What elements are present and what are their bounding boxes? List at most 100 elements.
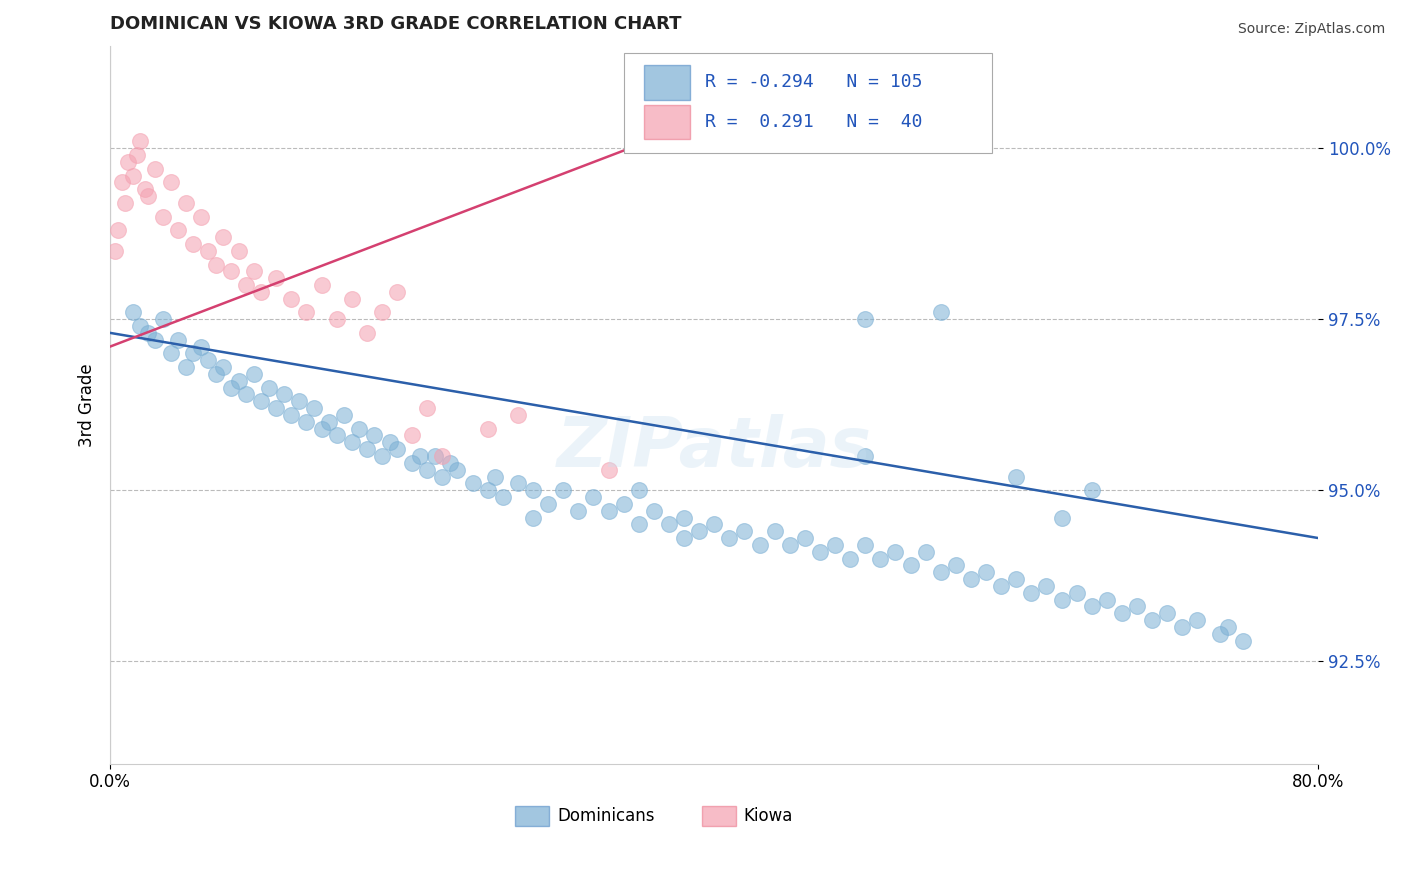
Point — [197, 353, 219, 368]
Point — [461, 476, 484, 491]
Point — [929, 305, 952, 319]
Point — [598, 504, 620, 518]
Point — [129, 319, 152, 334]
Point — [363, 428, 385, 442]
Point — [522, 483, 544, 498]
Point — [121, 169, 143, 183]
Point — [506, 476, 529, 491]
Point — [127, 148, 149, 162]
Text: Dominicans: Dominicans — [557, 807, 655, 825]
Point — [159, 346, 181, 360]
Point — [553, 483, 575, 498]
Point — [311, 278, 333, 293]
Point — [1035, 579, 1057, 593]
Text: Source: ZipAtlas.com: Source: ZipAtlas.com — [1237, 22, 1385, 37]
Point — [378, 435, 401, 450]
Point — [288, 394, 311, 409]
Point — [181, 237, 204, 252]
Point — [371, 449, 394, 463]
Point — [212, 360, 235, 375]
Point — [295, 305, 318, 319]
Bar — [515, 806, 548, 826]
Point — [295, 415, 318, 429]
Text: R = -0.294   N = 105: R = -0.294 N = 105 — [704, 73, 922, 91]
Point — [446, 463, 468, 477]
Point — [627, 517, 650, 532]
Point — [1140, 613, 1163, 627]
FancyBboxPatch shape — [624, 53, 993, 153]
Point — [340, 292, 363, 306]
Point — [627, 483, 650, 498]
Point — [273, 387, 295, 401]
Point — [111, 176, 134, 190]
Point — [900, 558, 922, 573]
Point — [477, 422, 499, 436]
Point — [990, 579, 1012, 593]
Point — [280, 408, 302, 422]
Text: Kiowa: Kiowa — [744, 807, 793, 825]
Point — [356, 442, 378, 457]
Point — [197, 244, 219, 258]
Point — [129, 135, 152, 149]
Point — [506, 408, 529, 422]
Point — [1066, 586, 1088, 600]
Point — [839, 551, 862, 566]
Point — [537, 497, 560, 511]
Point — [401, 456, 423, 470]
Point — [793, 531, 815, 545]
Point — [432, 449, 454, 463]
Point — [167, 223, 190, 237]
Point — [152, 210, 174, 224]
Point — [423, 449, 446, 463]
Point — [733, 524, 755, 539]
Point — [121, 305, 143, 319]
Point — [181, 346, 204, 360]
Point — [311, 422, 333, 436]
Point — [1187, 613, 1209, 627]
Point — [145, 333, 167, 347]
Point — [945, 558, 967, 573]
Point — [1209, 627, 1232, 641]
Point — [853, 312, 876, 326]
Point — [432, 469, 454, 483]
Point — [703, 517, 725, 532]
Point — [672, 510, 695, 524]
Point — [672, 531, 695, 545]
Point — [484, 469, 506, 483]
Point — [136, 189, 159, 203]
Point — [688, 524, 710, 539]
Point — [643, 504, 665, 518]
Point — [228, 374, 250, 388]
Point — [1111, 607, 1133, 621]
Point — [114, 196, 136, 211]
Point — [416, 463, 439, 477]
Point — [1171, 620, 1194, 634]
Point — [302, 401, 325, 416]
Point — [145, 161, 167, 176]
Point — [914, 545, 936, 559]
Point — [582, 490, 605, 504]
Point — [264, 271, 287, 285]
Point — [1095, 592, 1118, 607]
Point — [884, 545, 907, 559]
Point — [1080, 599, 1102, 614]
Point — [1005, 469, 1028, 483]
Point — [117, 155, 139, 169]
Point — [190, 340, 212, 354]
Point — [219, 264, 242, 278]
Point — [212, 230, 235, 244]
Point — [356, 326, 378, 340]
Point — [1080, 483, 1102, 498]
Bar — [644, 65, 690, 100]
Point — [190, 210, 212, 224]
Text: R =  0.291   N =  40: R = 0.291 N = 40 — [704, 112, 922, 131]
Point — [613, 497, 636, 511]
Point — [409, 449, 432, 463]
Point — [152, 312, 174, 326]
Point — [929, 566, 952, 580]
Point — [325, 312, 347, 326]
Point — [280, 292, 302, 306]
Point — [340, 435, 363, 450]
Point — [853, 538, 876, 552]
Point — [748, 538, 770, 552]
